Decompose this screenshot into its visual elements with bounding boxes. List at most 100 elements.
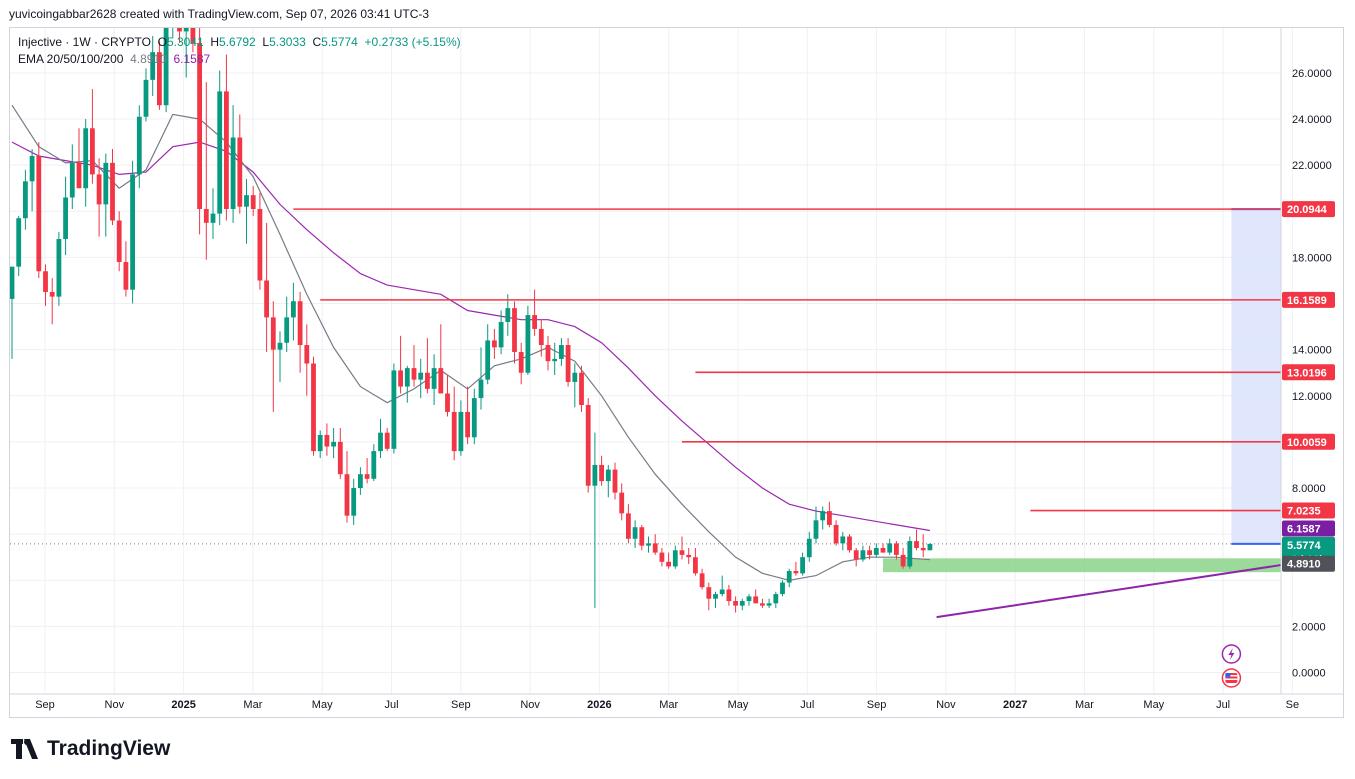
candle-body: [425, 372, 430, 389]
legend-o-value: 5.3041: [166, 35, 204, 49]
candle: [284, 296, 290, 352]
candle-body: [719, 589, 725, 595]
candle-body: [210, 213, 216, 223]
candle-body: [766, 603, 772, 606]
candle: [833, 520, 839, 546]
candle: [170, 0, 175, 39]
candle: [592, 432, 598, 608]
candle-body: [914, 541, 919, 548]
candle: [679, 536, 685, 560]
candle-body: [270, 317, 276, 350]
price-axis: 26.0000 24.0000 22.0000 18.0000 14.0000 12.00…: [1280, 28, 1332, 694]
candle-body: [157, 52, 162, 106]
candle-body: [183, 28, 189, 32]
candle: [445, 375, 450, 417]
candle: [532, 289, 537, 336]
candle-body: [666, 561, 671, 567]
candle: [110, 149, 115, 226]
candle: [773, 591, 779, 608]
candle-body: [391, 370, 397, 449]
candle-body: [371, 451, 377, 479]
candle: [780, 580, 785, 597]
price-tag: [1282, 555, 1335, 572]
candle: [646, 536, 651, 553]
candle: [90, 89, 95, 184]
candle: [438, 324, 444, 394]
candle-body: [619, 492, 625, 514]
legend-ema-label[interactable]: EMA 20/50/100/200: [18, 52, 124, 66]
legend-c-label: C: [312, 35, 322, 49]
candle-body: [532, 315, 537, 329]
candle-body: [552, 358, 558, 362]
candle: [237, 114, 243, 214]
trend-line[interactable]: [936, 558, 1326, 619]
candle-body: [257, 208, 263, 281]
event-icons: [1221, 644, 1242, 688]
support-zone[interactable]: [883, 558, 1355, 573]
candle: [257, 192, 263, 290]
candle-body: [103, 162, 109, 205]
time-tick-label: Jul: [384, 699, 398, 711]
candle: [244, 179, 249, 244]
legend-h-value: 5.6792: [219, 35, 256, 49]
candle: [652, 534, 658, 555]
candle-body: [291, 301, 296, 318]
candle: [599, 455, 604, 486]
candle-body: [170, 0, 175, 27]
candle: [177, 28, 182, 43]
candle: [860, 545, 866, 562]
ema-lines: [11, 104, 930, 581]
measure-box[interactable]: [1231, 209, 1355, 544]
candle-body: [250, 195, 256, 209]
candle: [579, 365, 584, 412]
candle-body: [887, 543, 893, 553]
candle-body: [592, 464, 598, 486]
candle-body: [110, 162, 115, 221]
candle: [358, 467, 363, 495]
flag-event-icon[interactable]: [1221, 668, 1242, 688]
candle: [545, 335, 551, 371]
candle: [404, 365, 410, 403]
legend-ema: EMA 20/50/100/200 4.8910 6.1587: [18, 52, 210, 66]
candle-body: [90, 128, 95, 175]
candle: [853, 547, 859, 567]
candle-body: [16, 218, 22, 267]
candle: [800, 552, 805, 576]
candle: [766, 598, 772, 608]
tradingview-logo[interactable]: TradingView: [11, 737, 170, 761]
candle-body: [873, 547, 879, 555]
candle: [116, 211, 122, 272]
candle: [505, 294, 511, 336]
price-tag-text: 4.8910: [1287, 559, 1321, 571]
time-tick-label: Mar: [659, 699, 678, 711]
candle-body: [237, 137, 243, 207]
candle-body: [351, 488, 357, 516]
candle: [103, 153, 109, 237]
candle: [672, 545, 678, 569]
candle-body: [538, 328, 544, 346]
candle: [431, 354, 437, 406]
candle-body: [505, 308, 511, 322]
candle-body: [230, 137, 236, 209]
bolt-event-icon[interactable]: [1221, 644, 1242, 664]
candle-body: [733, 601, 738, 606]
candle: [914, 529, 919, 551]
candle: [492, 328, 497, 359]
candle: [163, 28, 169, 113]
chart-attribution: yuvicoingabbar2628 created with TradingV…: [9, 7, 430, 21]
candle: [264, 222, 269, 352]
candle-body: [177, 28, 182, 32]
legend-symbol[interactable]: Injective · 1W · CRYPTO: [18, 35, 151, 49]
chart-frame[interactable]: [9, 27, 1344, 718]
grid-lines: [10, 28, 1293, 694]
flag-canton: [1225, 673, 1231, 677]
time-tick-label: 2025: [171, 699, 195, 711]
candle-body: [800, 557, 805, 574]
candle-body: [23, 181, 28, 219]
candle-body: [76, 162, 82, 189]
price-tag: [1282, 291, 1335, 308]
candle-body: [277, 342, 283, 350]
time-tick-label: Jul: [800, 699, 814, 711]
candle: [378, 418, 383, 459]
